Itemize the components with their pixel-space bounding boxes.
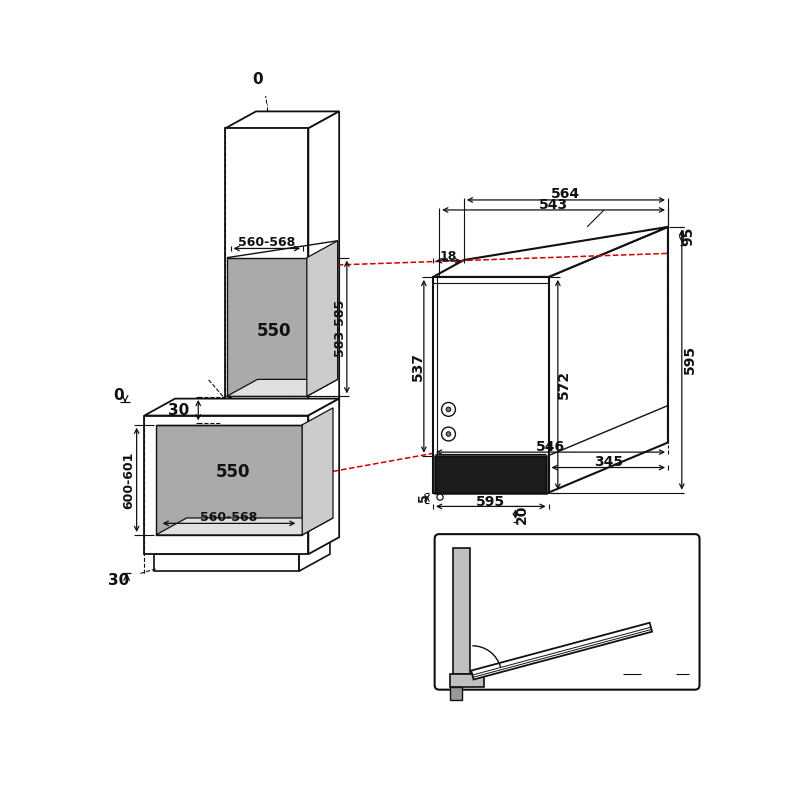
Polygon shape xyxy=(307,241,338,396)
Circle shape xyxy=(442,402,455,416)
Polygon shape xyxy=(154,554,299,571)
Polygon shape xyxy=(156,425,302,535)
Text: 546: 546 xyxy=(536,440,565,454)
Polygon shape xyxy=(433,227,668,277)
Circle shape xyxy=(442,427,455,441)
Polygon shape xyxy=(226,379,338,396)
Text: 20: 20 xyxy=(514,505,529,524)
Text: 0: 0 xyxy=(114,388,124,403)
Text: 572: 572 xyxy=(557,370,571,399)
Polygon shape xyxy=(471,622,652,679)
Polygon shape xyxy=(154,538,330,554)
Polygon shape xyxy=(302,408,333,535)
Text: 5: 5 xyxy=(417,494,430,502)
Circle shape xyxy=(437,494,443,500)
Text: 0: 0 xyxy=(632,659,641,672)
Text: 564: 564 xyxy=(551,186,581,201)
Polygon shape xyxy=(156,518,333,535)
Text: 543: 543 xyxy=(539,198,568,212)
FancyBboxPatch shape xyxy=(434,534,699,690)
Text: 600-601: 600-601 xyxy=(122,451,135,509)
Text: 583-585: 583-585 xyxy=(333,298,346,356)
Polygon shape xyxy=(226,128,308,423)
Text: 477: 477 xyxy=(546,543,574,558)
Polygon shape xyxy=(450,687,462,701)
Text: 30: 30 xyxy=(108,573,130,588)
Text: 18: 18 xyxy=(440,250,457,262)
Text: 30: 30 xyxy=(168,402,189,418)
Polygon shape xyxy=(299,538,330,571)
Polygon shape xyxy=(453,548,470,674)
Polygon shape xyxy=(308,398,339,554)
Polygon shape xyxy=(144,415,308,554)
Text: 345: 345 xyxy=(594,455,623,469)
Circle shape xyxy=(446,432,451,436)
Text: 0: 0 xyxy=(252,71,263,86)
Polygon shape xyxy=(450,674,484,687)
Polygon shape xyxy=(226,111,339,128)
Text: 595: 595 xyxy=(682,345,697,374)
Polygon shape xyxy=(435,455,546,493)
Polygon shape xyxy=(549,227,668,493)
Text: 550: 550 xyxy=(258,322,292,340)
Text: 560-568: 560-568 xyxy=(201,510,258,524)
Text: 560-568: 560-568 xyxy=(238,236,295,249)
Text: 595: 595 xyxy=(476,494,506,509)
Polygon shape xyxy=(433,277,549,493)
Text: 10: 10 xyxy=(680,656,694,675)
Text: 550: 550 xyxy=(216,463,250,481)
Text: 537: 537 xyxy=(410,352,425,381)
Text: 89°: 89° xyxy=(494,651,520,665)
Polygon shape xyxy=(308,111,339,423)
Polygon shape xyxy=(226,258,307,396)
Text: 95: 95 xyxy=(681,226,695,246)
Circle shape xyxy=(446,407,451,412)
Polygon shape xyxy=(144,398,339,415)
